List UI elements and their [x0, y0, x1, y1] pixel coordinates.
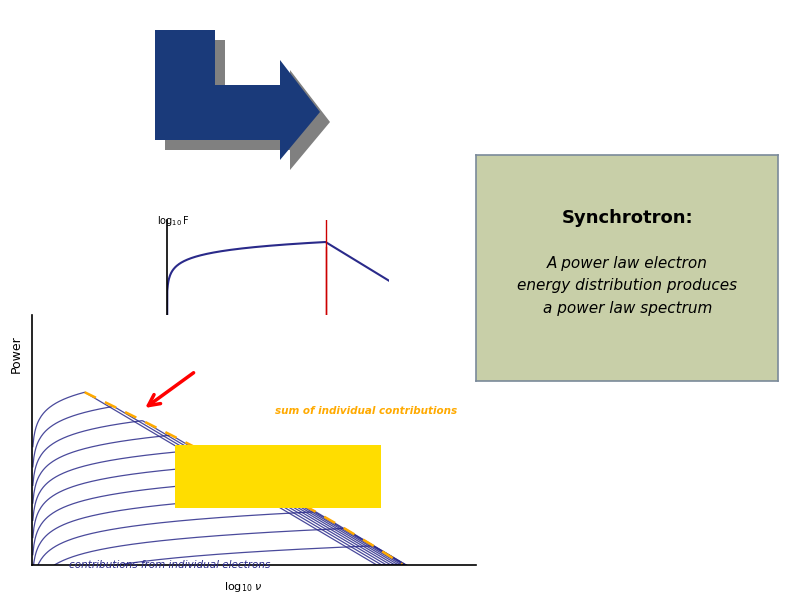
Text: Power: Power — [10, 335, 22, 372]
Polygon shape — [195, 60, 320, 160]
Polygon shape — [165, 40, 225, 150]
Text: A power law electron
energy distribution produces
a power law spectrum: A power law electron energy distribution… — [517, 256, 738, 315]
Polygon shape — [205, 70, 330, 170]
Text: sum of individual contributions: sum of individual contributions — [276, 406, 457, 416]
Text: $\nu_0$: $\nu_0$ — [319, 411, 332, 422]
Text: contributions from individual electrons: contributions from individual electrons — [69, 560, 270, 571]
Polygon shape — [175, 445, 381, 508]
Text: $\log_{10}\nu/\nu_a$: $\log_{10}\nu/\nu_a$ — [350, 416, 395, 431]
Polygon shape — [155, 30, 215, 140]
Text: Synchrotron:: Synchrotron: — [561, 209, 693, 227]
Text: log$_{10}$ $\nu$: log$_{10}$ $\nu$ — [224, 580, 263, 594]
Text: $\log_{10}$F: $\log_{10}$F — [157, 214, 190, 228]
